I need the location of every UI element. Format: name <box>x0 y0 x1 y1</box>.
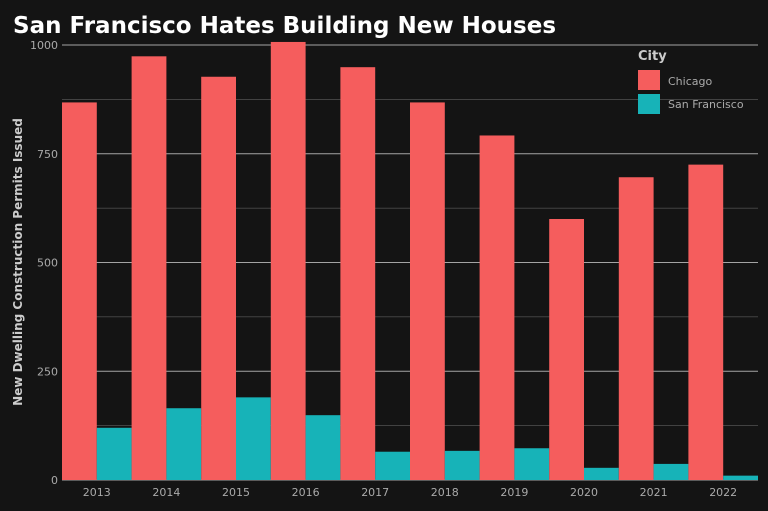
bar-chicago-2021 <box>618 177 654 481</box>
x-tick-label: 2018 <box>431 486 459 499</box>
legend-swatch-san-francisco <box>638 94 660 114</box>
bar-san-francisco-2021 <box>653 463 689 480</box>
bar-chicago-2018 <box>410 102 445 481</box>
x-tick-label: 2017 <box>361 486 389 499</box>
bar-chicago-2015 <box>201 76 236 480</box>
x-tick-label: 2016 <box>292 486 320 499</box>
x-tick-label: 2014 <box>152 486 180 499</box>
legend-label-chicago: Chicago <box>668 75 712 88</box>
bar-san-francisco-2019 <box>514 448 550 480</box>
chart-title: San Francisco Hates Building New Houses <box>13 13 556 39</box>
bar-chicago-2017 <box>340 67 376 480</box>
x-tick-label: 2020 <box>570 486 598 499</box>
bar-chicago-2019 <box>479 135 515 481</box>
bar-chicago-2013 <box>62 102 97 481</box>
bar-san-francisco-2015 <box>236 397 271 480</box>
bar-san-francisco-2018 <box>444 450 480 480</box>
bar-chicago-2016 <box>270 41 306 480</box>
bar-chicago-2020 <box>549 219 584 480</box>
x-tick-label: 2021 <box>640 486 668 499</box>
bars <box>62 41 758 481</box>
y-axis-label: New Dwelling Construction Permits Issued <box>11 118 25 406</box>
bar-san-francisco-2020 <box>584 467 619 480</box>
bar-san-francisco-2017 <box>375 451 410 480</box>
legend-swatch-chicago <box>638 70 660 90</box>
y-tick-label: 0 <box>51 474 58 487</box>
x-tick-label: 2013 <box>83 486 111 499</box>
legend-label-san-francisco: San Francisco <box>668 98 744 111</box>
x-tick-label: 2015 <box>222 486 250 499</box>
y-tick-label: 1000 <box>30 39 58 52</box>
bar-chicago-2014 <box>131 56 167 481</box>
legend: City Chicago San Francisco <box>638 49 744 114</box>
bar-san-francisco-2014 <box>166 408 202 480</box>
y-tick-label: 250 <box>37 365 58 378</box>
y-tick-label: 750 <box>37 148 58 161</box>
legend-title: City <box>638 49 667 64</box>
x-tick-label: 2019 <box>500 486 528 499</box>
x-tick-label: 2022 <box>709 486 737 499</box>
bar-chicago-2022 <box>688 164 724 480</box>
bar-san-francisco-2022 <box>723 475 758 480</box>
y-tick-label: 500 <box>37 257 58 270</box>
bar-san-francisco-2016 <box>305 415 341 480</box>
bar-san-francisco-2013 <box>96 427 132 480</box>
tick-labels: 0 250 500 750 1000 2013 2014 2015 2016 2017 2018 20… <box>30 39 737 499</box>
